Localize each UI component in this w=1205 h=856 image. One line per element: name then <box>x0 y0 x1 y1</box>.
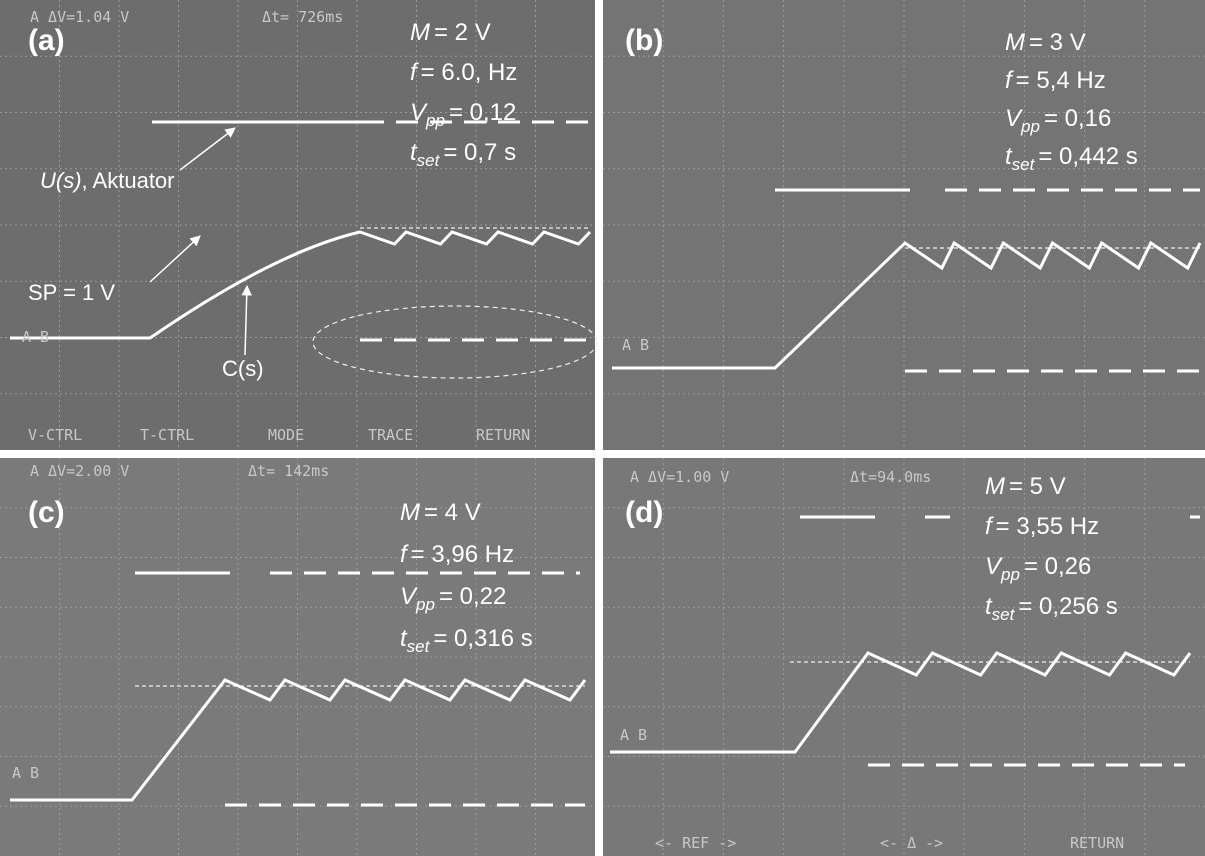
value: = 0,442 s <box>1038 143 1137 170</box>
symbol: M <box>985 473 1005 500</box>
subscript: set <box>417 151 441 170</box>
parameter: Vpp= 0,26 <box>985 553 1091 584</box>
symbol: M <box>400 499 420 526</box>
scope-header: Δt= 142ms <box>248 462 329 480</box>
channel-marker: A B <box>622 336 649 354</box>
scope-header: A ΔV=2.00 V <box>30 462 129 480</box>
value: = 5,4 Hz <box>1016 67 1106 94</box>
panel: (a) A B A ΔV=1.04 V Δt= 726ms V-CTRL T-CTRL MO… <box>0 0 597 450</box>
annotation: U(s), Aktuator <box>40 168 175 193</box>
scope-header: Δt=94.0ms <box>850 468 931 486</box>
parameter: Vpp= 0,12 <box>410 99 516 130</box>
value: = 0,22 <box>439 583 506 610</box>
annotation: SP = 1 V <box>28 280 115 305</box>
parameter: Vpp= 0,22 <box>400 583 506 614</box>
value: = 0,256 s <box>1018 593 1117 620</box>
value: = 0,7 s <box>443 139 516 166</box>
scope-menu: <- Δ -> <box>880 834 943 852</box>
scope-menu: RETURN <box>1070 834 1124 852</box>
scope-header: A ΔV=1.00 V <box>630 468 729 486</box>
text: , Aktuator <box>82 168 175 193</box>
parameter: M= 4 V <box>400 499 481 526</box>
scope-menu: V-CTRL <box>28 426 82 444</box>
subscript: set <box>407 637 431 656</box>
parameter: f= 5,4 Hz <box>1005 67 1106 94</box>
value: = 0,316 s <box>433 625 532 652</box>
scope-menu: RETURN <box>476 426 530 444</box>
parameter: f= 3,96 Hz <box>400 541 514 568</box>
channel-marker: A B <box>12 764 39 782</box>
parameter: M= 3 V <box>1005 29 1086 56</box>
parameter: f= 3,55 Hz <box>985 513 1099 540</box>
figure: (a) A B A ΔV=1.04 V Δt= 726ms V-CTRL T-CTRL MO… <box>0 0 1205 856</box>
panel-label: (c) <box>28 496 65 529</box>
value: = 0,26 <box>1024 553 1091 580</box>
symbol: U(s) <box>40 168 82 193</box>
panel: (d) A B A ΔV=1.00 V Δt=94.0ms <- REF -> <- Δ … <box>603 458 1205 856</box>
scope-menu: <- REF -> <box>655 834 736 852</box>
scope-menu: MODE <box>268 426 304 444</box>
value: = 0,12 <box>449 99 516 126</box>
value: = 4 V <box>424 499 481 526</box>
subscript: pp <box>1020 117 1040 136</box>
scope-menu: TRACE <box>368 426 413 444</box>
annotation: C(s) <box>222 356 264 381</box>
value: = 3 V <box>1029 29 1086 56</box>
channel-marker: A B <box>22 328 49 346</box>
scope-header: Δt= 726ms <box>262 8 343 26</box>
parameter: Vpp= 0,16 <box>1005 105 1111 136</box>
subscript: set <box>992 605 1016 624</box>
parameter: M= 5 V <box>985 473 1066 500</box>
value: = 3,96 Hz <box>411 541 514 568</box>
scope-header: A ΔV=1.04 V <box>30 8 129 26</box>
value: = 6.0, Hz <box>421 59 518 86</box>
subscript: pp <box>1000 565 1020 584</box>
panel-label: (d) <box>625 496 663 529</box>
parameter: M= 2 V <box>410 19 491 46</box>
scope-menu: T-CTRL <box>140 426 194 444</box>
value: = 3,55 Hz <box>996 513 1099 540</box>
subscript: pp <box>415 595 435 614</box>
panel-label: (a) <box>28 24 65 57</box>
value: = 0,16 <box>1044 105 1111 132</box>
panel-label: (b) <box>625 24 663 57</box>
panel: (c) A B A ΔV=2.00 V Δt= 142ms M= 4 V f= 3,96 … <box>0 458 595 856</box>
channel-marker: A B <box>620 726 647 744</box>
parameter: f= 6.0, Hz <box>410 59 517 86</box>
symbol: M <box>1005 29 1025 56</box>
symbol: M <box>410 19 430 46</box>
value: = 5 V <box>1009 473 1066 500</box>
subscript: set <box>1012 155 1036 174</box>
subscript: pp <box>425 111 445 130</box>
value: = 2 V <box>434 19 491 46</box>
